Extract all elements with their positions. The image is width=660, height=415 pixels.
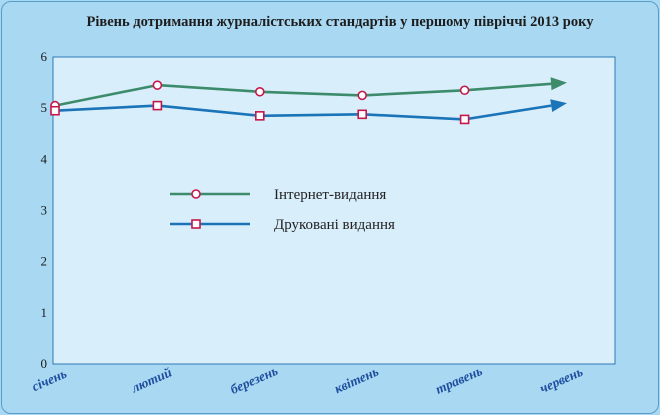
x-tick-label: березень [228,363,280,397]
y-tick-label: 0 [41,356,48,371]
data-point [152,80,163,90]
chart-title: Рівень дотримання журналістських стандар… [86,14,594,30]
y-tick-label: 4 [41,151,48,166]
data-point [254,86,265,97]
x-tick-label: квітень [332,364,381,397]
x-tick-label: лютий [128,364,174,396]
data-point [459,114,470,125]
data-point [50,105,60,116]
y-tick-label: 3 [41,203,48,218]
x-tick-label: червень [537,364,585,396]
legend-label: Друковані видання [274,217,395,233]
plot-area [52,56,616,365]
legend-item: Інтернет-видання [170,187,386,203]
x-tick-label: січень [29,366,68,395]
x-axis: січень лютий березень квітень травень червень [29,363,615,397]
data-point [357,90,368,101]
series-layer [50,77,567,125]
series-arrow-head [550,77,567,91]
data-point [255,111,265,121]
y-axis: 0 1 2 3 4 5 6 [41,49,54,371]
series-line [54,82,552,107]
y-tick-label: 5 [41,100,48,115]
legend-item: Друковані видання [170,217,395,233]
y-tick-label: 1 [41,305,48,320]
x-tick-label: травень [433,363,484,397]
data-point [152,100,163,111]
legend: Інтернет-видання Друковані видання [170,187,395,233]
legend-marker [191,189,201,199]
legend-marker [191,219,201,229]
y-tick-label: 2 [41,254,48,269]
legend-label: Інтернет-видання [274,187,386,203]
y-tick-label: 6 [41,49,48,64]
series-2 [50,99,567,125]
series-arrow-head [550,99,567,112]
data-point [459,85,470,96]
series-line [54,104,552,121]
data-point [357,109,368,120]
